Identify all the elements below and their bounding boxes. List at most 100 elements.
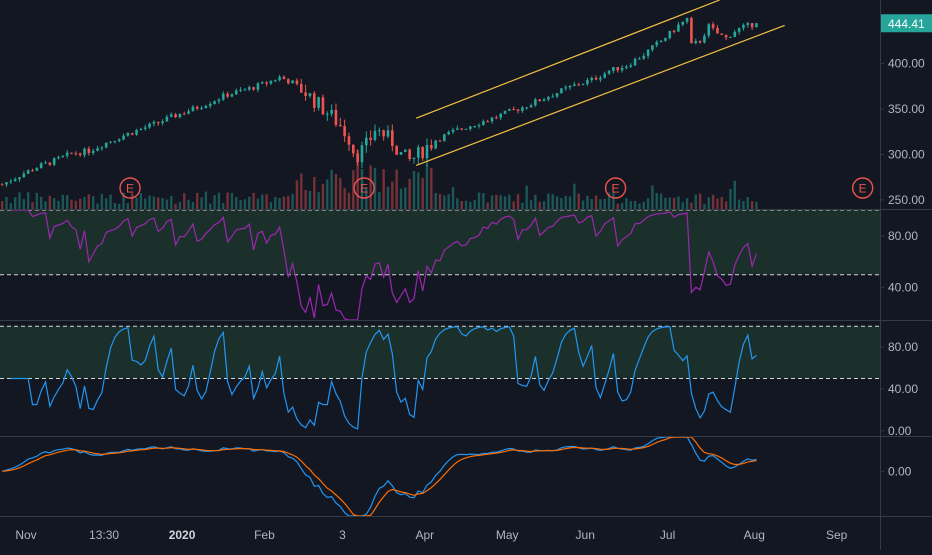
candle-body bbox=[352, 144, 355, 154]
candle-body bbox=[581, 83, 585, 85]
earnings-marker-label: E bbox=[612, 182, 620, 196]
volume-bar bbox=[378, 191, 381, 209]
earnings-marker[interactable]: E bbox=[604, 177, 627, 199]
volume-bar bbox=[573, 183, 576, 209]
rsi-tick-label: 40.00 bbox=[888, 281, 918, 295]
earnings-marker[interactable]: E bbox=[851, 177, 874, 199]
volume-bar bbox=[183, 193, 186, 209]
candle-body bbox=[694, 40, 698, 44]
candle-body bbox=[547, 97, 550, 100]
candle-body bbox=[425, 144, 429, 159]
candle-body bbox=[620, 67, 624, 71]
volume-bar bbox=[326, 179, 329, 209]
stoch-rsi-line[interactable] bbox=[10, 325, 757, 430]
candle-body bbox=[503, 110, 507, 114]
volume-bar bbox=[477, 192, 481, 209]
volume-bar bbox=[317, 192, 320, 209]
volume-bar bbox=[638, 203, 641, 209]
candle-body bbox=[573, 84, 576, 86]
earnings-marker-circle bbox=[353, 177, 375, 199]
volume-bar bbox=[642, 201, 645, 209]
candle-body bbox=[312, 93, 316, 108]
candle-body bbox=[104, 142, 108, 148]
candle-body bbox=[165, 116, 169, 122]
candle-body bbox=[334, 109, 338, 125]
candle-body bbox=[117, 139, 121, 141]
rsi-line[interactable] bbox=[10, 209, 758, 321]
candle-body bbox=[9, 181, 13, 183]
candle-body bbox=[729, 37, 732, 39]
volume-bar bbox=[204, 191, 208, 209]
volume-bar bbox=[473, 200, 476, 209]
candle-body bbox=[668, 30, 672, 39]
macd-signal-line[interactable] bbox=[2, 436, 757, 517]
volume-bar bbox=[490, 195, 494, 209]
candle-body bbox=[464, 128, 468, 130]
candle-body bbox=[35, 168, 39, 171]
volume-bar bbox=[369, 165, 372, 209]
candle-body bbox=[304, 92, 307, 96]
candle-body bbox=[338, 124, 342, 127]
candle-body bbox=[486, 121, 489, 123]
volume-bar bbox=[78, 198, 82, 209]
candle-body bbox=[750, 23, 754, 28]
earnings-marker[interactable]: E bbox=[353, 177, 375, 199]
candle-body bbox=[499, 113, 502, 118]
candle-body bbox=[187, 111, 190, 114]
volume-bar bbox=[690, 202, 693, 209]
volume-bar bbox=[612, 192, 615, 209]
candle-body bbox=[174, 114, 177, 118]
volume-bar bbox=[170, 195, 173, 209]
volume-bar bbox=[707, 197, 710, 209]
earnings-marker-circle bbox=[119, 177, 141, 199]
volume-bar bbox=[9, 203, 13, 209]
candle-body bbox=[555, 93, 559, 97]
candle-body bbox=[681, 21, 685, 25]
volume-bar bbox=[74, 200, 78, 209]
candle-body bbox=[651, 45, 654, 50]
volume-bar bbox=[313, 176, 316, 209]
x-axis-tick-label: May bbox=[496, 528, 519, 542]
volume-bar bbox=[451, 187, 455, 209]
volume-bar bbox=[438, 194, 442, 209]
volume-bar bbox=[222, 202, 225, 209]
macd-line[interactable] bbox=[2, 436, 757, 517]
candle-body bbox=[74, 153, 78, 155]
volume-bar bbox=[555, 196, 559, 209]
volume-bar bbox=[118, 203, 121, 209]
x-axis-tick-label: Sep bbox=[826, 528, 848, 542]
volume-bar bbox=[321, 183, 325, 209]
volume-bar bbox=[39, 196, 43, 209]
candle-body bbox=[373, 130, 377, 140]
candle-body bbox=[365, 137, 368, 146]
candle-body bbox=[755, 23, 758, 28]
candle-body bbox=[252, 87, 255, 90]
candle-body bbox=[169, 114, 173, 117]
volume-bar bbox=[144, 198, 147, 209]
candle-body bbox=[568, 85, 572, 88]
candle-body bbox=[451, 129, 455, 132]
earnings-marker[interactable]: E bbox=[119, 177, 141, 199]
candle-body bbox=[360, 145, 364, 163]
volume-bar bbox=[217, 192, 221, 209]
volume-bar bbox=[278, 197, 281, 209]
channel-upper-line[interactable] bbox=[415, 0, 720, 119]
candle-body bbox=[490, 117, 494, 122]
volume-bar bbox=[616, 203, 619, 209]
candle-body bbox=[525, 107, 528, 109]
candle-body bbox=[508, 109, 511, 111]
volume-bar bbox=[586, 195, 589, 209]
candle-body bbox=[603, 73, 607, 78]
volume-bar bbox=[469, 201, 472, 209]
channel-lower-line[interactable] bbox=[415, 24, 785, 166]
candle-body bbox=[672, 30, 676, 32]
volume-bar bbox=[399, 188, 403, 209]
volume-bar bbox=[581, 200, 585, 209]
candle-body bbox=[61, 155, 65, 158]
volume-bar bbox=[109, 194, 112, 209]
candle-body bbox=[100, 147, 104, 149]
candle-body bbox=[382, 130, 385, 137]
volume-bar bbox=[300, 173, 303, 209]
